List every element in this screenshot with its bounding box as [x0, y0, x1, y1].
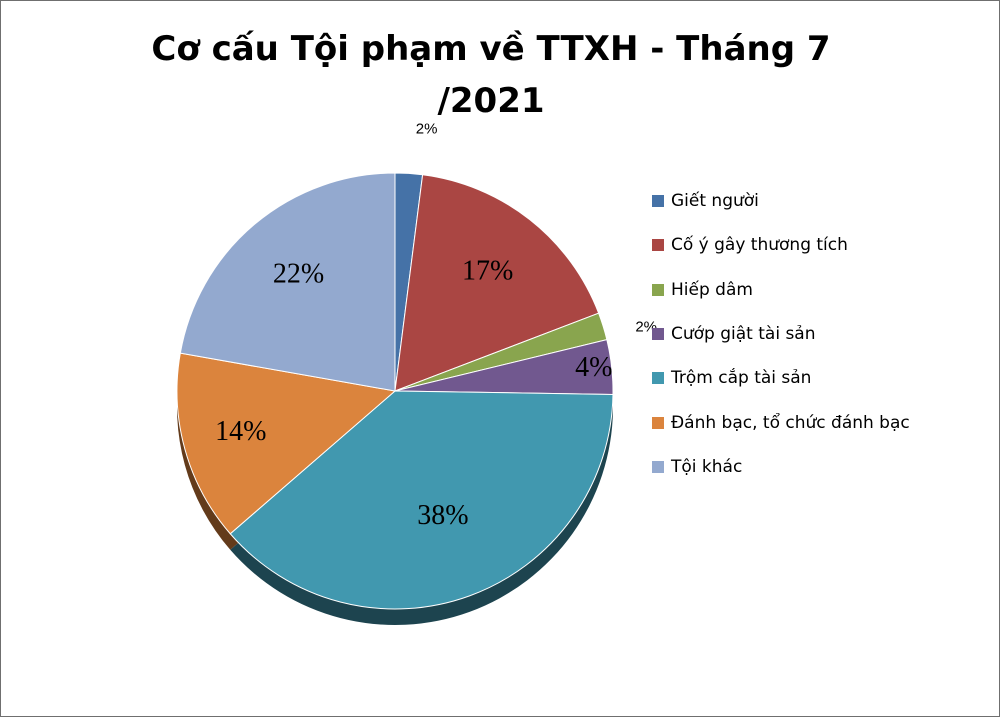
legend-swatch — [652, 239, 664, 252]
slice-data-label: 14% — [215, 416, 266, 447]
pie-slice — [176, 352, 397, 535]
legend-label: Giết người — [671, 191, 759, 212]
legend-item: Giết người — [652, 179, 992, 223]
legend-swatch — [652, 460, 664, 473]
legend-swatch — [652, 328, 664, 341]
legend-label: Cố ý gây thương tích — [671, 235, 848, 256]
chart-title: Cơ cấu Tội phạm về TTXH - Tháng 7 /2021 — [91, 23, 891, 127]
legend-label: Tội khác — [671, 456, 743, 477]
pie-slice — [229, 390, 614, 610]
legend-item: Trộm cắp tài sản — [652, 356, 992, 400]
legend-swatch — [652, 372, 664, 385]
pie-labels: 2% 17% 2% 4% 38% 14% 22% — [215, 120, 657, 531]
slice-data-label: 38% — [417, 500, 468, 531]
slice-data-label: 22% — [273, 259, 324, 290]
pie-slices — [176, 172, 614, 610]
slice-data-label: 4% — [575, 352, 612, 383]
slice-data-label: 17% — [462, 256, 513, 287]
legend: Giết người Cố ý gây thương tích Hiếp dâm… — [652, 179, 992, 489]
legend-label: Hiếp dâm — [671, 279, 753, 300]
chart-title-line-2: /2021 — [437, 81, 545, 121]
pie-slice — [394, 174, 600, 392]
legend-label: Đánh bạc, tổ chức đánh bạc — [671, 412, 910, 433]
legend-label: Trộm cắp tài sản — [671, 368, 812, 389]
legend-item: Tội khác — [652, 445, 992, 489]
legend-swatch — [652, 416, 664, 429]
legend-item: Cố ý gây thương tích — [652, 223, 992, 267]
legend-item: Hiếp dâm — [652, 268, 992, 312]
legend-label: Cướp giật tài sản — [671, 324, 816, 345]
legend-item: Cướp giật tài sản — [652, 312, 992, 356]
slice-data-label: 2% — [635, 319, 657, 336]
legend-swatch — [652, 195, 664, 208]
slice-data-label: 2% — [416, 120, 438, 137]
pie-slice — [179, 172, 396, 392]
legend-item: Đánh bạc, tổ chức đánh bạc — [652, 400, 992, 444]
legend-swatch — [652, 283, 664, 296]
chart-title-line-1: Cơ cấu Tội phạm về TTXH - Tháng 7 — [151, 29, 831, 69]
